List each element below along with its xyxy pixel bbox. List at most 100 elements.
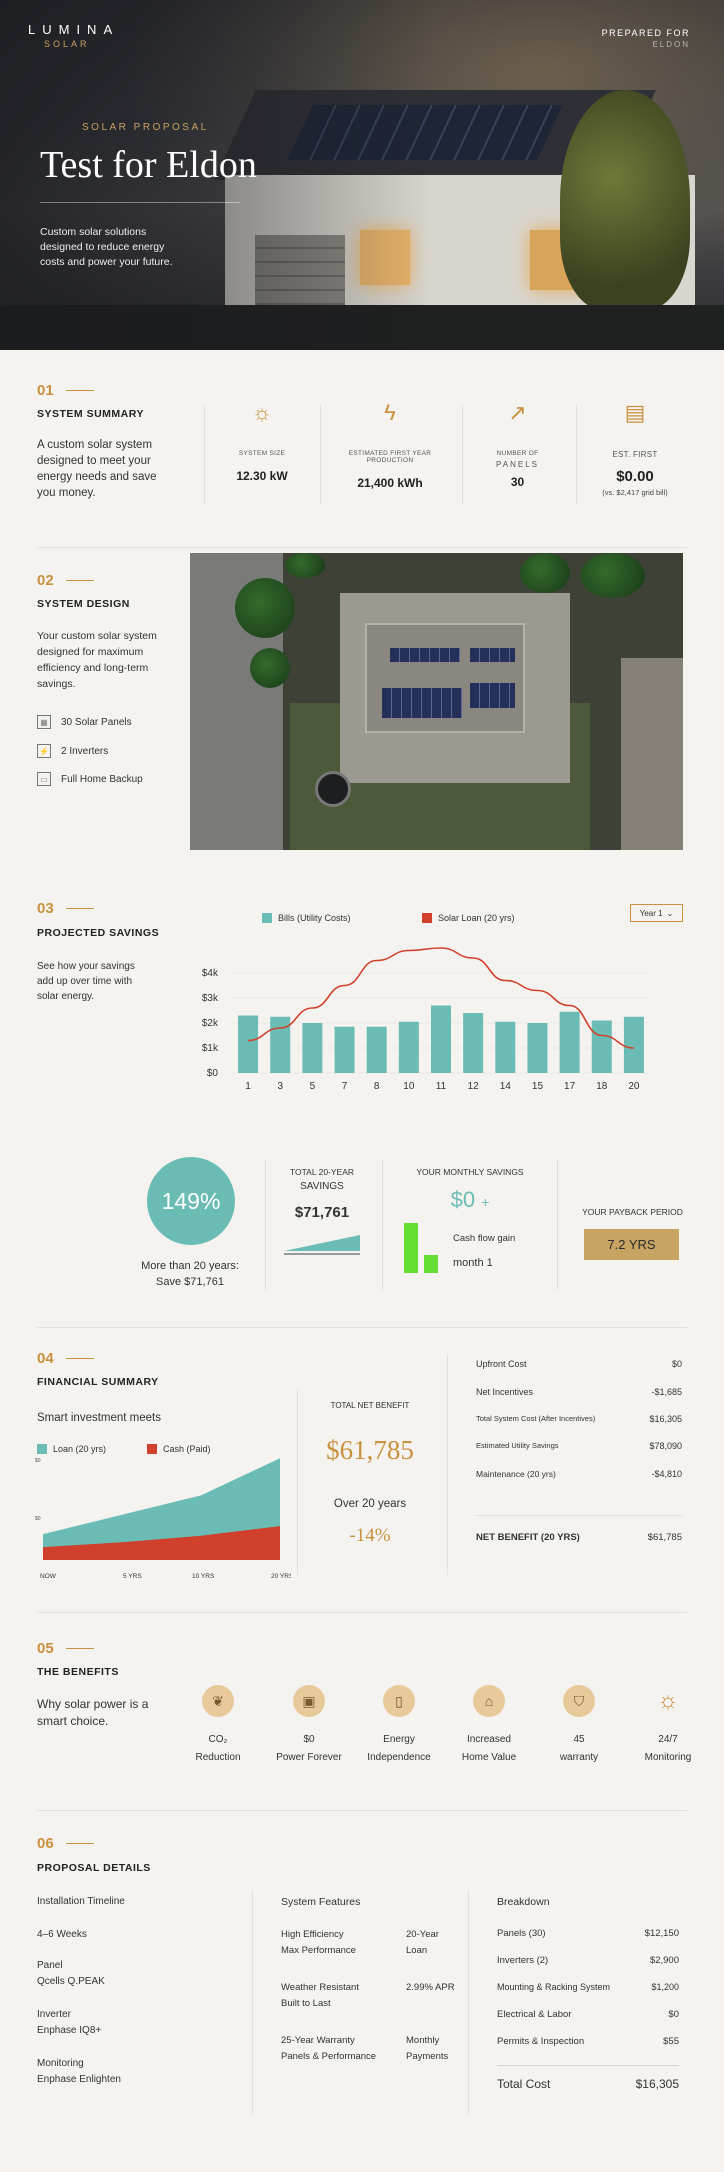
bar [398,1021,419,1073]
fin-row-net-benefit: NET BENEFIT (20 YRS) $61,785 [476,1532,682,1543]
monthly-savings: YOUR MONTHLY SAVINGS $0 + [416,1167,524,1212]
over-years-value: -14% [349,1525,391,1546]
prepared-for: PREPARED FOR ELDON [602,28,690,49]
bar [527,1023,548,1073]
x-tick-label: 17 [564,1081,576,1092]
details-title: PROPOSAL DETAILS [37,1862,151,1874]
detail-inverter: Inverter Enphase IQ8+ [37,2009,102,2036]
hero-title: Test for Eldon [40,144,257,186]
legend-loan: Solar Loan (20 yrs) [422,913,515,923]
feature-apr: 2.99% APR [406,1982,455,1993]
breakdown-electrical: Electrical & Labor $0 [497,2009,679,2020]
y-tick-label: $2k [202,1018,219,1029]
payback-badge: 7.2 YRS [584,1229,679,1260]
panel-icon: ▦ [37,715,51,729]
savings-title: PROJECTED SAVINGS [37,927,160,939]
x-tick-label: 3 [277,1081,283,1092]
feature-payments: Monthly Payments [406,2035,449,2062]
y-tick-label: $3k [202,993,219,1004]
savings-chart: $0 $1k $2k $3k $4k 1 3 5 7 8 10 11 12 14 15 17 18 20 [202,947,650,1092]
feature-backup: ▭ Full Home Backup [37,772,143,786]
legend-fin-loan: Loan (20 yrs) [37,1444,106,1454]
year-select[interactable]: Year 1 ⌄ [630,904,683,922]
bar [238,1015,259,1073]
savings-lead: See how your savings add up over time wi… [37,961,135,1002]
breakdown-total: Total Cost $16,305 [497,2077,679,2091]
prepared-name: ELDON [652,40,690,49]
design-title: SYSTEM DESIGN [37,598,130,610]
hero-subtitle: Custom solar solutions designed to reduc… [40,226,173,268]
sun-icon: ☼ [251,400,273,425]
feature-warranty: 25-Year Warranty Panels & Performance [281,2035,377,2062]
feature-efficiency: High Efficiency Max Performance [281,1929,356,1956]
stat-production: ϟ ESTIMATED FIRST YEAR PRODUCTION 21,400… [328,400,452,515]
section-number-06: 06 [37,1835,94,1852]
benefit-power: ▣ $0 Power Forever [264,1685,354,1767]
section-number-02: 02 [37,572,94,589]
x-tick-label: 20 [628,1081,640,1092]
x-tick-label: 11 [436,1081,447,1092]
payback-label: YOUR PAYBACK PERIOD [582,1207,683,1217]
bar [495,1021,516,1073]
section-number-05: 05 [37,1640,94,1657]
cashflow-bars [404,1223,438,1273]
x-tick-label: 7 [342,1081,348,1092]
percent-caption: More than 20 years: Save $71,761 [141,1260,239,1288]
design-lead: Your custom solar system designed for ma… [37,630,157,690]
brand-sub: SOLAR [44,39,90,49]
fin-row-incentives: Net Incentives -$1,685 [476,1387,682,1397]
net-benefit-value: $61,785 [326,1435,414,1465]
bolt-icon: ϟ [384,400,396,425]
meter-icon: ▣ [293,1685,325,1717]
hero-banner: LUMINA SOLAR PREPARED FOR ELDON SOLAR PR… [0,0,724,350]
bar [463,1013,484,1073]
stat-first-bill: ▤ EST. FIRST $0.00 (vs. $2,417 grid bill… [585,400,685,515]
document-icon: ▤ [624,400,646,425]
battery-icon: ▯ [383,1685,415,1717]
fin-row-system-cost: Total System Cost (After Incentives) $16,… [476,1414,682,1424]
y-tick-label: $4k [202,968,219,979]
feature-weather: Weather Resistant Built to Last [281,1982,359,2009]
detail-timeline-value: 4–6 Weeks [37,1929,87,1940]
aerial-roof-image [190,553,683,850]
detail-panel: Panel Qcells Q.PEAK [37,1960,105,1987]
cashflow-label: Cash flow gain [453,1233,516,1244]
y-tick-label: $0 [35,1458,41,1464]
x-tick-label: 5 [310,1081,316,1092]
prepared-label: PREPARED FOR [601,28,690,38]
growth-icon: ↗ [508,400,527,425]
x-tick-label: 14 [500,1081,512,1092]
brand-name: LUMINA [28,22,120,37]
total-savings: TOTAL 20-YEAR SAVINGS $71,761 [272,1167,372,1260]
x-tick-label: 18 [596,1081,608,1092]
brand-logo: LUMINA SOLAR [28,22,119,49]
bar [431,1005,451,1073]
feature-panels: ▦ 30 Solar Panels [37,715,132,729]
bar [302,1023,323,1073]
bar [591,1020,612,1073]
feature-loan: 20-Year Loan [406,1929,439,1956]
y-tick-label: $0 [207,1068,219,1079]
legend-bills: Bills (Utility Costs) [262,913,351,923]
section-number-01: 01 [37,382,94,399]
section-number-04: 04 [37,1350,94,1367]
breakdown-title: Breakdown [497,1896,550,1908]
x-tick-label: 10 [403,1081,415,1092]
breakdown-inverters: Inverters (2) $2,900 [497,1955,679,1966]
x-tick-label: 15 [532,1081,544,1092]
y-tick-label: $0 [35,1516,41,1522]
series-line-solar-loan [248,947,634,1049]
breakdown-mounting: Mounting & Racking System $1,200 [497,1982,679,1992]
savings-trend-sparkline [284,1235,360,1255]
benefit-warranty: ⛉ 45 warranty [534,1685,624,1767]
house-icon: ⌂ [473,1685,505,1717]
features-title: System Features [281,1896,361,1908]
x-tick-label: 8 [374,1081,380,1092]
x-tick-label: 10 YRS [192,1573,215,1580]
bar [366,1026,387,1073]
financial-lead: Smart investment meets [37,1412,161,1424]
chevron-down-icon: ⌄ [666,908,674,918]
leaf-icon: ❦ [202,1685,234,1717]
benefit-independence: ▯ Energy Independence [354,1685,444,1767]
detail-monitoring: Monitoring Enphase Enlighten [37,2058,121,2085]
